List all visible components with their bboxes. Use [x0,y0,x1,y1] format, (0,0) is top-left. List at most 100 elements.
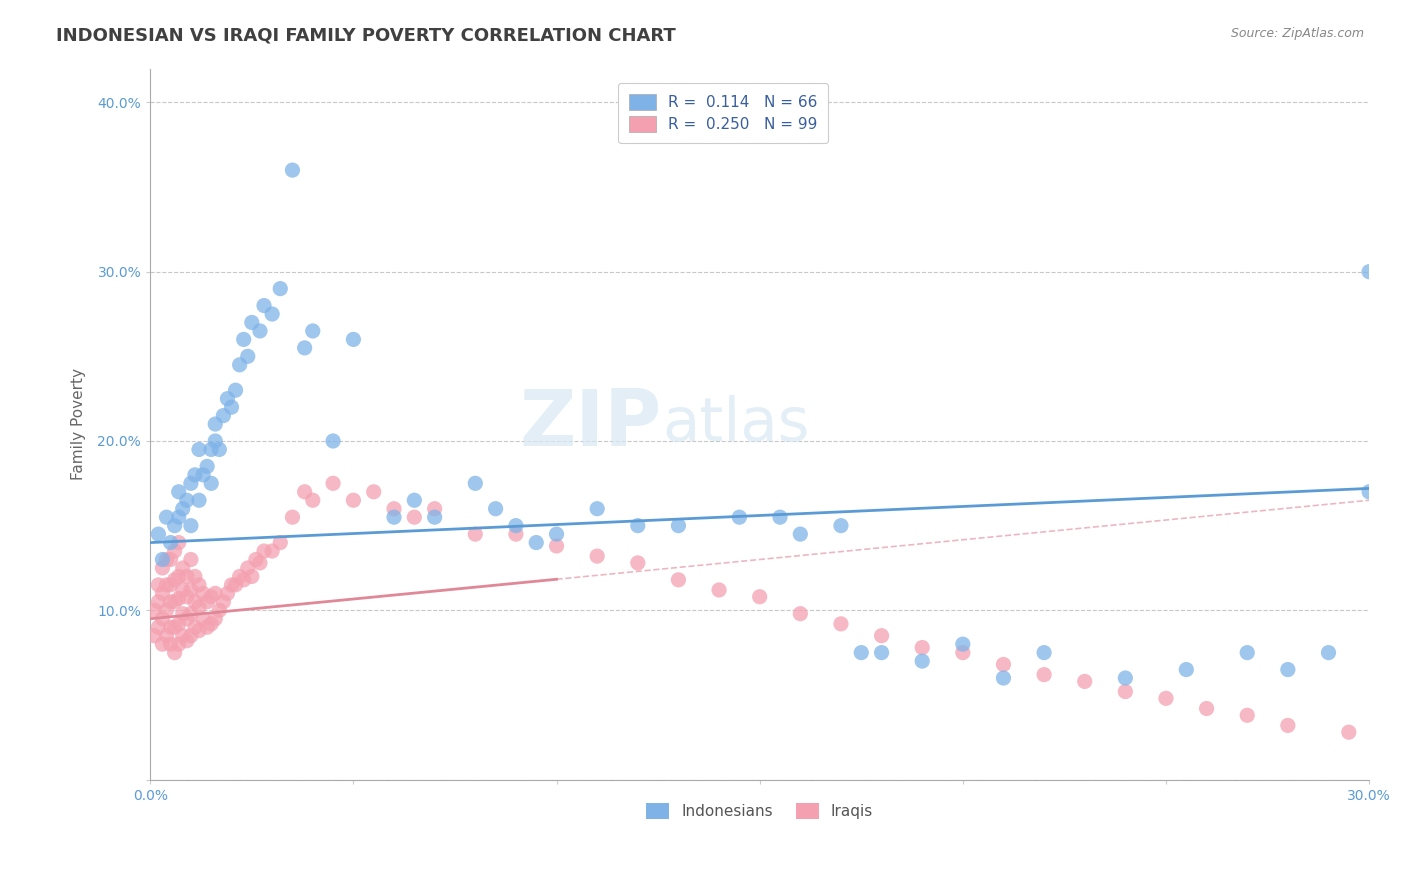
Point [180,476,202,491]
Point [262,307,284,321]
Point [163,544,186,558]
Point [188,493,211,508]
Point [830,616,852,631]
Point [404,510,426,524]
Point [281,510,304,524]
Point [172,582,194,597]
Point [546,539,568,553]
Point [269,282,291,296]
Point [188,599,211,614]
Point [1175,663,1198,677]
Point [188,578,211,592]
Point [159,535,181,549]
Point [269,535,291,549]
Point [1033,646,1056,660]
Point [281,163,304,178]
Point [180,518,202,533]
Point [225,383,247,397]
Point [232,573,254,587]
Point [1317,646,1340,660]
Point [911,654,934,668]
Point [208,603,231,617]
Point [342,493,364,508]
Point [155,629,177,643]
Point [143,603,166,617]
Point [163,646,186,660]
Point [159,620,181,634]
Point [993,657,1015,672]
Point [155,510,177,524]
Point [200,442,222,457]
Point [769,510,792,524]
Point [204,612,226,626]
Point [204,586,226,600]
Point [200,590,222,604]
Point [167,591,190,606]
Point [191,467,214,482]
Point [159,578,181,592]
Point [152,561,174,575]
Point [148,578,170,592]
Text: Source: ZipAtlas.com: Source: ZipAtlas.com [1230,27,1364,40]
Point [152,612,174,626]
Point [159,552,181,566]
Point [586,549,609,563]
Point [195,459,218,474]
Point [217,392,239,406]
Point [423,510,446,524]
Point [1195,701,1218,715]
Point [152,637,174,651]
Point [1236,646,1258,660]
Point [172,607,194,621]
Point [176,493,198,508]
Point [294,484,316,499]
Point [159,637,181,651]
Point [1358,484,1381,499]
Point [176,590,198,604]
Point [221,400,243,414]
Point [221,578,243,592]
Point [1154,691,1177,706]
Point [152,586,174,600]
Point [789,607,811,621]
Text: atlas: atlas [662,394,810,453]
Point [1358,265,1381,279]
Point [208,442,231,457]
Point [1337,725,1360,739]
Point [249,324,271,338]
Point [225,578,247,592]
Point [212,409,235,423]
Point [748,590,770,604]
Point [195,620,218,634]
Point [167,637,190,651]
Point [505,518,527,533]
Point [464,527,486,541]
Point [524,535,547,549]
Point [163,518,186,533]
Point [249,556,271,570]
Y-axis label: Family Poverty: Family Poverty [72,368,86,480]
Point [148,620,170,634]
Point [148,595,170,609]
Point [294,341,316,355]
Point [228,358,250,372]
Point [911,640,934,655]
Point [143,629,166,643]
Point [163,573,186,587]
Point [176,633,198,648]
Point [172,629,194,643]
Point [342,333,364,347]
Point [191,586,214,600]
Point [172,501,194,516]
Point [1114,671,1136,685]
Point [322,434,344,448]
Point [993,671,1015,685]
Point [155,578,177,592]
Point [423,501,446,516]
Point [180,552,202,566]
Point [870,646,893,660]
Point [163,595,186,609]
Text: ZIP: ZIP [520,386,662,462]
Point [200,616,222,631]
Text: INDONESIAN VS IRAQI FAMILY POVERTY CORRELATION CHART: INDONESIAN VS IRAQI FAMILY POVERTY CORRE… [56,27,676,45]
